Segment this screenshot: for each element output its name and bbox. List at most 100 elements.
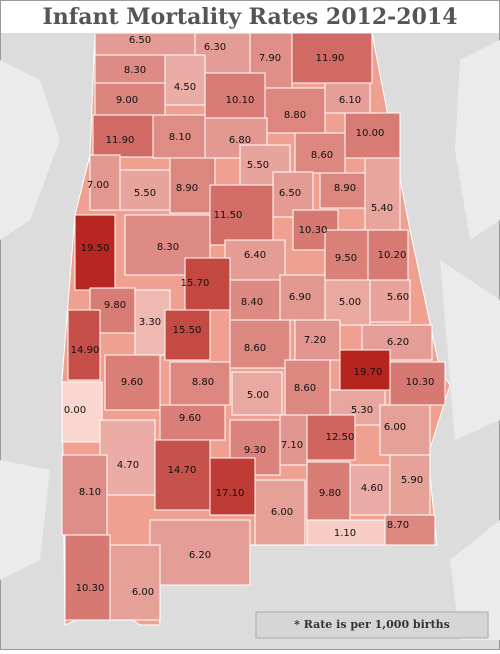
county-value-label: 17.10 [216,488,245,499]
county-value-label: 8.60 [311,150,333,161]
county-value-label: 8.80 [284,110,306,121]
county-value-label: 7.90 [259,53,281,64]
county-value-label: 9.80 [319,488,341,499]
county [254,479,306,546]
county-value-label: 3.30 [139,317,161,328]
county-value-label: 14.70 [168,465,197,476]
counties: 6.50 6.30 7.90 11.90 8.30 4.50 9.00 10.10 8.80 6.… [61,32,446,621]
county-value-label: 8.30 [124,65,146,76]
county [291,32,373,84]
county [204,72,266,119]
county [159,404,226,441]
county [224,239,286,281]
county-value-label: 6.20 [387,337,409,348]
county [99,419,156,496]
county-value-label: 5.50 [247,160,269,171]
county-value-label: 4.50 [174,82,196,93]
county-value-label: 11.50 [214,210,243,221]
county [169,157,216,214]
county-value-label: 5.40 [371,203,393,214]
county-value-label: 8.60 [294,383,316,394]
county-value-label: 0.00 [64,405,86,416]
county-value-label: 11.90 [316,53,345,64]
county [74,214,116,291]
county-value-label: 8.10 [79,487,101,498]
county-value-label: 5.90 [401,475,423,486]
county [369,279,411,323]
county [349,464,391,516]
county [364,157,401,244]
county [67,309,101,381]
county-value-label: 7.20 [304,335,326,346]
county [284,359,331,416]
county [104,354,161,411]
county-value-label: 6.50 [279,188,301,199]
county-value-label: 6.00 [132,587,154,598]
county [92,114,154,158]
county-value-label: 8.70 [387,520,409,531]
county [164,54,206,106]
county-value-label: 8.60 [244,343,266,354]
county [389,361,446,406]
county [154,439,211,511]
county-value-label: 9.60 [179,413,201,424]
county-value-label: 6.00 [384,422,406,433]
county [319,172,366,209]
county [209,184,274,246]
note: * Rate is per 1,000 births [294,618,450,631]
county-value-label: 9.50 [335,253,357,264]
county-value-label: 4.60 [361,483,383,494]
county [324,82,371,114]
county-value-label: 1.10 [334,528,356,539]
county [324,279,371,326]
county [367,229,409,281]
county-value-label: 10.00 [356,128,385,139]
county-value-label: 6.50 [129,35,151,46]
county [61,381,103,443]
county-value-label: 10.30 [76,583,105,594]
county [164,309,211,361]
title: Infant Mortality Rates 2012-2014 [42,4,457,30]
county-value-label: 19.70 [354,367,383,378]
county-value-label: 8.10 [169,132,191,143]
county-value-label: 10.10 [226,95,255,106]
county [152,114,206,159]
county-value-label: 9.00 [116,95,138,106]
county-value-label: 9.80 [104,300,126,311]
county-value-label: 7.00 [87,180,109,191]
county-value-label: 8.30 [157,242,179,253]
county-value-label: 7.10 [281,440,303,451]
county-value-label: 10.30 [299,225,328,236]
county-value-label: 5.60 [387,292,409,303]
county-value-label: 8.90 [334,183,356,194]
county-value-label: 6.80 [229,135,251,146]
county-value-label: 5.30 [351,405,373,416]
county-value-label: 10.30 [406,377,435,388]
county [294,132,346,174]
title-bar [1,1,499,33]
county-value-label: 9.60 [121,377,143,388]
county [109,544,161,621]
note-box [255,611,489,639]
county-value-label: 4.70 [117,460,139,471]
county-value-label: 9.30 [244,445,266,456]
county-value-label: 5.00 [247,390,269,401]
county [89,154,121,211]
county-value-label: 15.70 [181,278,210,289]
county-value-label: 6.00 [271,507,293,518]
county [169,361,231,406]
county-value-label: 5.00 [339,297,361,308]
county-value-label: 8.90 [176,183,198,194]
county-value-label: 12.50 [326,432,355,443]
county [149,519,251,586]
county [384,514,436,546]
county [231,371,283,416]
county-value-label: 6.30 [204,42,226,53]
county [306,519,386,546]
county-value-label: 11.90 [106,135,135,146]
county [379,404,431,456]
county-value-label: 6.10 [339,95,361,106]
county-value-label: 6.20 [189,550,211,561]
